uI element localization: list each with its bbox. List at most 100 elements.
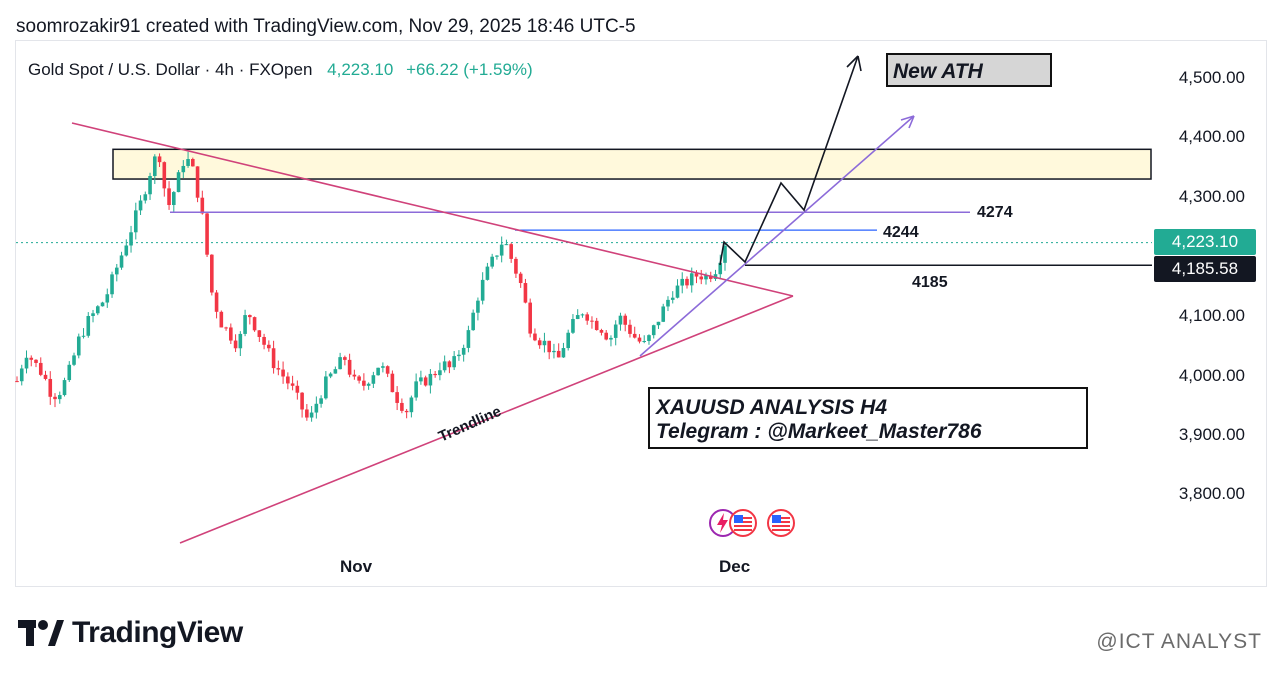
legend-change: +66.22 (+1.59%) bbox=[406, 60, 533, 79]
candle-body bbox=[514, 258, 518, 274]
x-tick-label: Dec bbox=[719, 557, 751, 576]
candle-body bbox=[172, 192, 176, 206]
candle-body bbox=[152, 156, 157, 177]
triangle-lower-line bbox=[179, 295, 794, 544]
level-label-4185: 4185 bbox=[912, 274, 948, 291]
us-flag-icon[interactable] bbox=[728, 508, 758, 538]
candle-body bbox=[528, 302, 532, 334]
candle-body bbox=[143, 194, 148, 201]
candle-body bbox=[281, 369, 285, 377]
candle-body bbox=[552, 350, 556, 353]
candle-body bbox=[594, 320, 599, 331]
candle-body bbox=[689, 273, 694, 286]
candle-body bbox=[300, 392, 304, 410]
candle-body bbox=[95, 306, 100, 314]
candle-body bbox=[447, 361, 452, 368]
candle-body bbox=[694, 273, 699, 277]
candle-body bbox=[395, 392, 399, 403]
last-price-tag: 4,223.10 bbox=[1154, 229, 1256, 255]
candle-body bbox=[129, 232, 133, 246]
candle-body bbox=[675, 285, 680, 298]
x-tick-label: Nov bbox=[340, 557, 373, 576]
candle-body bbox=[471, 312, 475, 331]
candle-body bbox=[124, 245, 129, 256]
candle-body bbox=[433, 373, 437, 376]
candle-body bbox=[324, 376, 328, 399]
y-tick-label: 3,800.00 bbox=[1178, 484, 1245, 503]
candle-body bbox=[214, 292, 219, 312]
triangle-upper-line bbox=[71, 122, 794, 297]
candle-body bbox=[428, 373, 433, 386]
candle-body bbox=[556, 350, 561, 358]
candle-body bbox=[442, 361, 447, 371]
candle-body bbox=[62, 380, 67, 396]
candle-body bbox=[119, 255, 124, 268]
projection-arrowhead bbox=[846, 55, 862, 72]
candle-body bbox=[181, 165, 186, 173]
candle-body bbox=[537, 340, 542, 346]
candle-body bbox=[100, 302, 105, 307]
analysis-title: XAUUSD ANALYSIS H4 bbox=[656, 396, 888, 419]
candle-body bbox=[295, 385, 300, 393]
candle-body bbox=[661, 306, 666, 322]
candle-body bbox=[376, 367, 380, 376]
candle-body bbox=[651, 325, 656, 336]
level-label-4274: 4274 bbox=[977, 204, 1013, 221]
candle-body bbox=[305, 409, 309, 418]
projection-path bbox=[719, 55, 859, 266]
candle-body bbox=[628, 324, 632, 334]
candle-body bbox=[67, 364, 72, 381]
y-tick-label: 4,100.00 bbox=[1178, 306, 1245, 325]
candle-body bbox=[699, 276, 704, 280]
candle-body bbox=[713, 274, 718, 279]
candle-body bbox=[157, 156, 162, 163]
us-flag-icon[interactable] bbox=[766, 508, 796, 538]
candle-body bbox=[533, 333, 537, 341]
candle-body bbox=[243, 315, 247, 334]
candle-body bbox=[347, 359, 352, 375]
candle-body bbox=[523, 283, 528, 303]
candle-body bbox=[229, 327, 233, 341]
candle-body bbox=[286, 376, 290, 384]
analysis-telegram: Telegram : @Markeet_Master786 bbox=[656, 420, 982, 443]
candle-body bbox=[642, 341, 647, 343]
candle-body bbox=[72, 355, 76, 365]
candle-body bbox=[248, 315, 252, 318]
candle-body bbox=[271, 348, 276, 369]
candle-body bbox=[518, 273, 523, 284]
candle-body bbox=[566, 332, 570, 349]
candle-body bbox=[210, 254, 214, 293]
y-tick-label: 3,900.00 bbox=[1178, 425, 1245, 444]
candle-body bbox=[561, 348, 566, 358]
y-tick-label: 4,500.00 bbox=[1178, 68, 1245, 87]
candle-body bbox=[499, 244, 504, 256]
candle-body bbox=[632, 333, 637, 338]
candle-body bbox=[290, 383, 295, 386]
candle-body bbox=[590, 320, 594, 322]
candle-body bbox=[362, 380, 366, 386]
candle-body bbox=[461, 347, 466, 355]
level-price-tag: 4,185.58 bbox=[1154, 256, 1256, 282]
candle-body bbox=[81, 335, 86, 337]
candle-body bbox=[400, 402, 404, 411]
resistance-zone bbox=[112, 148, 1152, 180]
candle-body bbox=[371, 375, 376, 384]
candle-body bbox=[609, 337, 613, 340]
candle-body bbox=[419, 377, 423, 382]
candle-body bbox=[476, 300, 480, 313]
candle-body bbox=[623, 315, 628, 325]
candle-body bbox=[438, 370, 442, 376]
candle-body bbox=[200, 197, 205, 214]
candle-body bbox=[191, 159, 195, 167]
candle-body bbox=[385, 366, 390, 374]
candle-body bbox=[604, 332, 609, 340]
candle-body bbox=[423, 377, 428, 386]
candle-body bbox=[666, 299, 670, 307]
candle-body bbox=[138, 200, 143, 211]
level-label-4244: 4244 bbox=[883, 224, 919, 241]
tradingview-logo-icon bbox=[18, 620, 64, 646]
candle-body bbox=[575, 315, 580, 320]
candle-body bbox=[490, 256, 494, 267]
candle-body bbox=[333, 369, 338, 374]
